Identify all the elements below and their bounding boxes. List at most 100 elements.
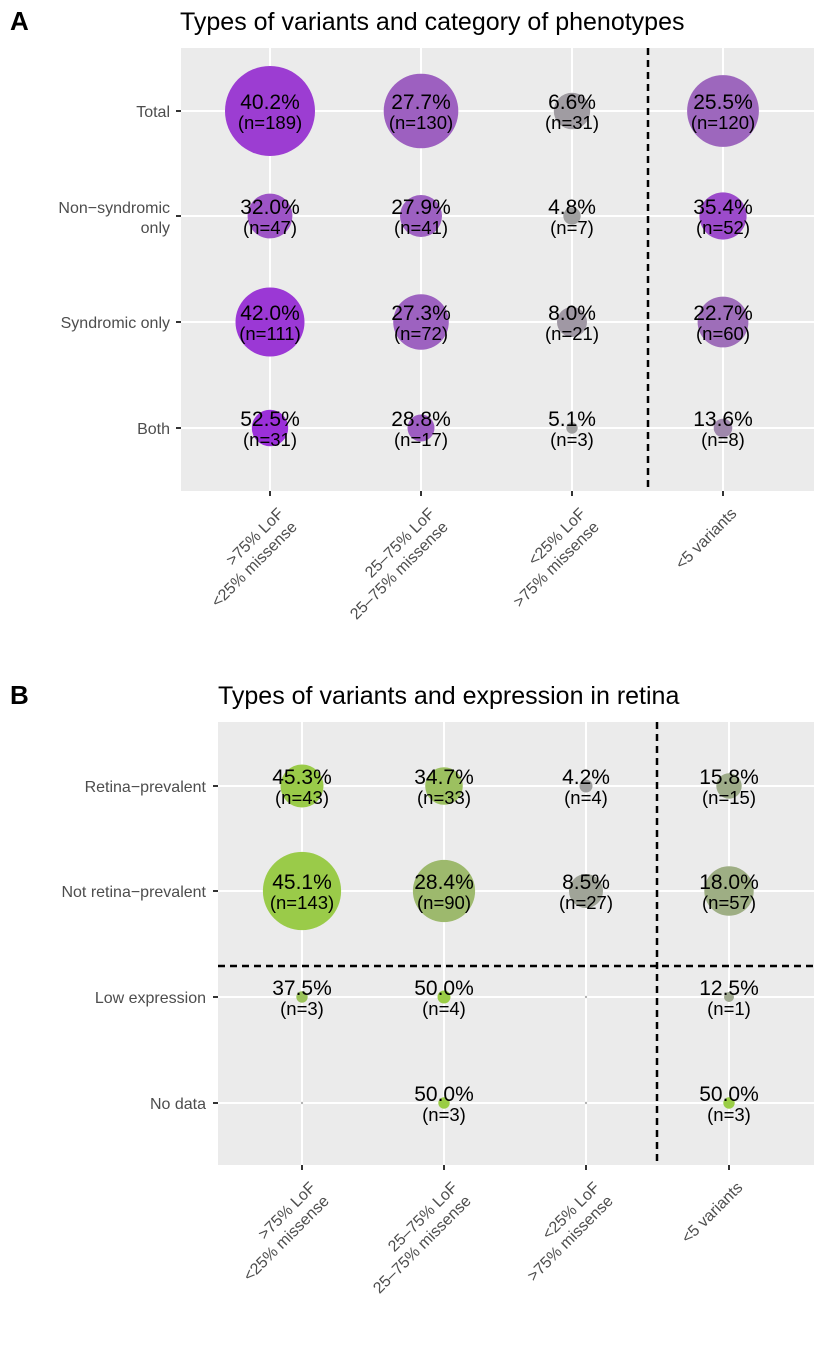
panel-letter: B [10,680,29,710]
bubble [566,422,578,434]
cell-percent-label: 22.7% [693,302,753,325]
x-tick-label: <5 variants [679,1179,747,1247]
cell-count-label: (n=52) [696,217,750,238]
cell-percent-label: 50.0% [699,1083,759,1106]
cell-count-label: (n=3) [707,1104,751,1125]
bubble [557,307,587,337]
cell-count-label: (n=43) [275,787,329,808]
cell-count-label: (n=17) [394,429,448,450]
cell-count-label: (n=3) [280,998,324,1019]
y-tick-label: Total [136,104,170,121]
cell-percent-label: 50.0% [414,977,474,1000]
cell-percent-label: 40.2% [240,91,300,114]
cell-percent-label: 50.0% [414,1083,474,1106]
cell-count-label: (n=1) [707,998,751,1019]
x-tick-label: >75% LoF<25% missense [227,1179,333,1285]
cell-percent-label: 12.5% [699,977,759,1000]
bubble [716,773,742,799]
cell-count-label: (n=3) [550,429,594,450]
cell-percent-label: 45.3% [272,766,332,789]
cell-count-label: (n=120) [691,112,755,133]
bubble [723,1097,735,1109]
bubble [713,418,733,438]
cell-percent-label: 27.9% [391,196,451,219]
y-tick-label: Low expression [95,990,206,1007]
cell-percent-label: 4.8% [548,196,596,219]
cell-count-label: (n=8) [701,429,745,450]
cell-percent-label: 18.0% [699,871,759,894]
x-tick-label: 25–75% LoF25–75% missense [357,1179,475,1297]
bubble [400,195,442,237]
bubble [687,75,759,147]
y-tick-label: Non−syndromic only [58,200,170,237]
cell-percent-label: 27.3% [391,302,451,325]
y-tick-label: Retina−prevalent [85,779,207,796]
bubble [699,192,747,240]
y-tick-label: Syndromic only [61,315,170,332]
cell-percent-label: 15.8% [699,766,759,789]
bubble [425,767,463,805]
bubble [251,409,289,447]
x-tick-label: <25% LoF>75% missense [511,1179,617,1285]
bubble [584,995,588,999]
cell-percent-label: 45.1% [272,871,332,894]
bubble [697,296,749,348]
x-tick-label: <5 variants [673,505,741,573]
bubble [412,859,476,923]
y-tick-label: No data [150,1096,206,1113]
cell-count-label: (n=4) [422,998,466,1019]
bubble [563,207,581,225]
bubble [704,866,754,916]
bubble [235,287,305,357]
bubble [247,193,293,239]
cell-percent-label: 25.5% [693,91,753,114]
x-tick-label: >75% LoF<25% missense [195,505,301,611]
cell-percent-label: 6.6% [548,91,596,114]
bubble [407,414,435,442]
cell-count-label: (n=41) [394,217,448,238]
cell-percent-label: 28.4% [414,871,474,894]
bubble [296,991,308,1003]
bubble [262,851,342,931]
cell-count-label: (n=143) [270,892,334,913]
bubble [553,92,591,130]
bubble [280,764,324,808]
cell-count-label: (n=4) [564,787,608,808]
cell-count-label: (n=27) [559,892,613,913]
chart-panel-b: B Types of variants and expression in ret… [10,680,814,1297]
cell-count-label: (n=90) [417,892,471,913]
bubble [383,73,459,149]
cell-percent-label: 34.7% [414,766,474,789]
chart-title: Types of variants and expression in reti… [218,682,679,710]
cell-count-label: (n=47) [243,217,297,238]
cell-percent-label: 13.6% [693,408,753,431]
cell-count-label: (n=31) [243,429,297,450]
cell-count-label: (n=7) [550,217,594,238]
cell-percent-label: 4.2% [562,766,610,789]
cell-percent-label: 42.0% [240,302,300,325]
bubble [579,779,593,793]
cell-count-label: (n=111) [239,323,301,344]
cell-count-label: (n=21) [545,323,599,344]
bubble [225,66,315,156]
y-tick-label: Not retina−prevalent [61,884,206,901]
bubble [393,294,449,350]
cell-count-label: (n=72) [394,323,448,344]
y-tick-label: Both [137,421,170,438]
cell-percent-label: 35.4% [693,196,753,219]
cell-percent-label: 27.7% [391,91,451,114]
bubble [437,990,451,1004]
cell-percent-label: 8.5% [562,871,610,894]
chart-title: Types of variants and category of phenot… [180,8,684,36]
cell-count-label: (n=189) [238,112,302,133]
bubble [584,1101,588,1105]
panel-letter: A [10,6,29,36]
cell-count-label: (n=3) [422,1104,466,1125]
bubble [438,1097,450,1109]
cell-count-label: (n=15) [702,787,756,808]
cell-count-label: (n=31) [545,112,599,133]
cell-count-label: (n=60) [696,323,750,344]
cell-count-label: (n=57) [702,892,756,913]
cell-count-label: (n=33) [417,787,471,808]
